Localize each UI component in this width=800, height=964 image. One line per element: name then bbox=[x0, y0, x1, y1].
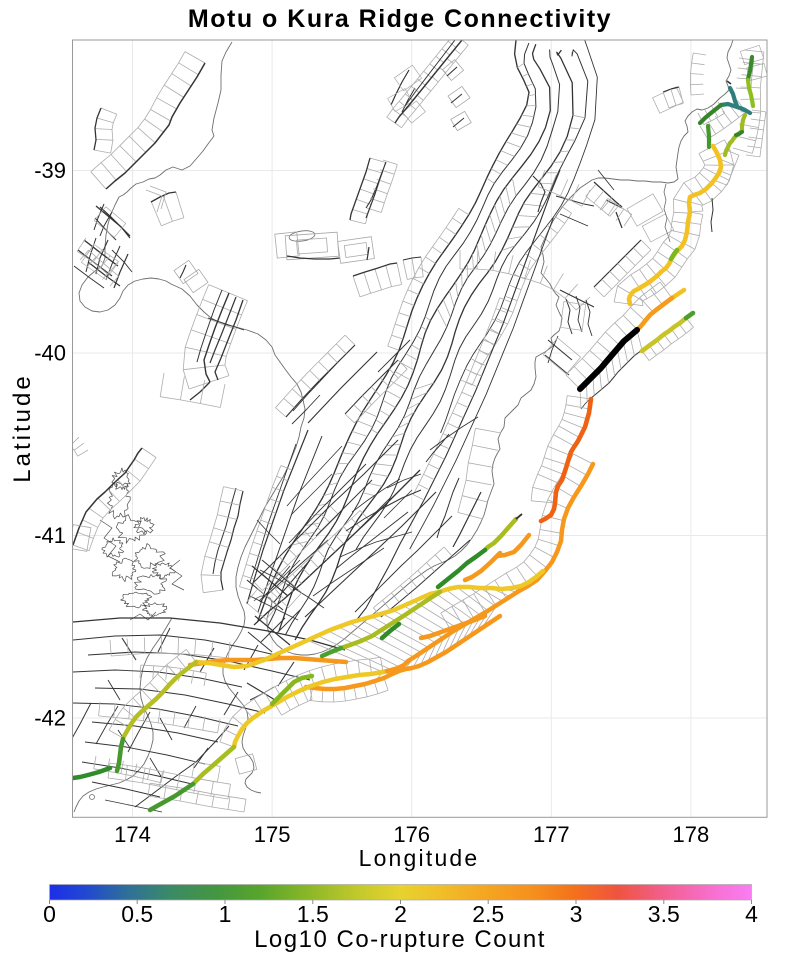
svg-text:2: 2 bbox=[394, 901, 407, 927]
svg-text:178: 178 bbox=[673, 822, 710, 847]
svg-text:1: 1 bbox=[219, 901, 232, 927]
svg-text:4: 4 bbox=[745, 901, 758, 927]
svg-text:-42: -42 bbox=[34, 706, 66, 731]
svg-text:3.5: 3.5 bbox=[648, 901, 680, 927]
svg-text:0.5: 0.5 bbox=[121, 901, 153, 927]
svg-text:2.5: 2.5 bbox=[472, 901, 504, 927]
svg-text:1.5: 1.5 bbox=[297, 901, 329, 927]
svg-text:Log10 Co-rupture Count: Log10 Co-rupture Count bbox=[254, 926, 546, 953]
svg-text:-39: -39 bbox=[34, 158, 66, 183]
svg-text:Longitude: Longitude bbox=[359, 845, 480, 871]
svg-text:Latitude: Latitude bbox=[9, 373, 36, 482]
svg-text:0: 0 bbox=[43, 901, 56, 927]
svg-text:176: 176 bbox=[393, 822, 430, 847]
svg-text:-41: -41 bbox=[34, 523, 66, 548]
svg-text:Motu o Kura Ridge Connectivity: Motu o Kura Ridge Connectivity bbox=[188, 5, 612, 33]
svg-text:177: 177 bbox=[533, 822, 570, 847]
svg-text:-40: -40 bbox=[34, 341, 66, 366]
svg-text:174: 174 bbox=[114, 822, 151, 847]
svg-text:3: 3 bbox=[570, 901, 583, 927]
svg-text:175: 175 bbox=[254, 822, 291, 847]
